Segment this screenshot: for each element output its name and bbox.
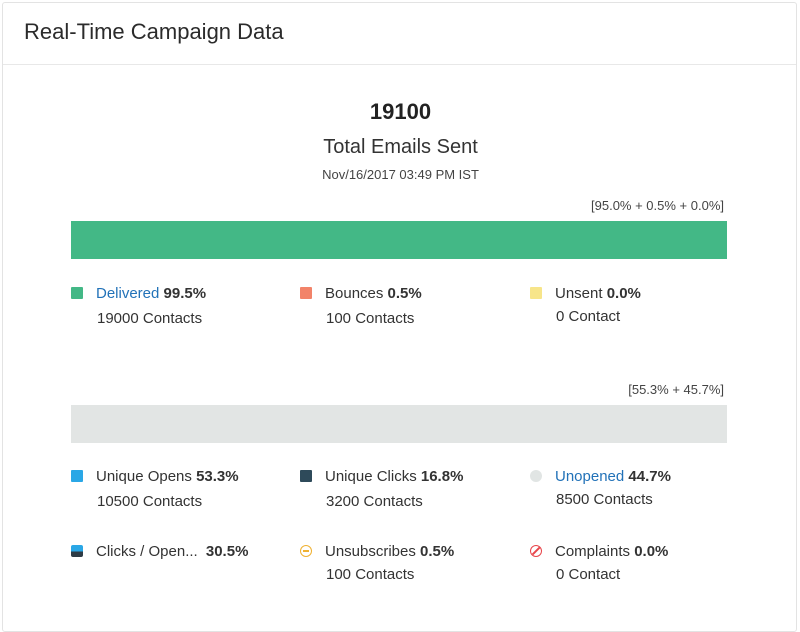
timestamp: Nov/16/2017 03:49 PM IST <box>322 167 479 182</box>
clicks-per-open-label: Clicks / Open... <box>96 543 198 560</box>
unique-opens-label: Unique Opens <box>96 468 192 485</box>
complaints-count: 0 Contact <box>556 566 621 583</box>
delivered-value: 99.5% <box>163 285 207 302</box>
stat-unique-clicks: Unique Clicks 16.8% 3200 Contacts <box>300 467 463 510</box>
stat-unique-opens: Unique Opens 53.3% 10500 Contacts <box>71 467 239 510</box>
delivery-segment-delivered <box>71 221 727 259</box>
unsent-count: 0 Contact <box>556 308 621 325</box>
engagement-segment-unopened <box>71 405 727 443</box>
delivery-bar[interactable] <box>71 221 727 259</box>
unsent-value: 0.0% <box>606 285 641 302</box>
bounces-value: 0.5% <box>387 285 422 302</box>
unique-clicks-label: Unique Clicks <box>325 468 417 485</box>
stat-unsent: Unsent 0.0% 0 Contact <box>530 284 641 325</box>
delivery-ratio-label: [95.0% + 0.5% + 0.0%] <box>591 198 724 213</box>
stat-complaints: Complaints 0.0% 0 Contact <box>530 542 668 583</box>
stat-unsubscribes: Unsubscribes 0.5% 100 Contacts <box>300 542 454 583</box>
stat-unopened: Unopened 44.7% 8500 Contacts <box>530 467 671 508</box>
unique-clicks-value: 16.8% <box>420 468 464 485</box>
card-header: Real-Time Campaign Data <box>3 3 796 65</box>
unique-clicks-count: 3200 Contacts <box>326 493 423 510</box>
unsent-label: Unsent <box>555 285 603 302</box>
bounces-label: Bounces <box>325 285 384 302</box>
engagement-bar[interactable] <box>71 405 727 443</box>
bounces-count: 100 Contacts <box>326 310 415 327</box>
delivered-swatch-icon <box>71 287 83 299</box>
unsubscribes-label: Unsubscribes <box>325 543 416 560</box>
unopened-swatch-icon <box>530 470 542 482</box>
unopened-link[interactable]: Unopened <box>555 468 625 485</box>
stat-clicks-per-open: Clicks / Open... 30.5% <box>71 542 248 562</box>
unique-opens-count: 10500 Contacts <box>97 493 203 510</box>
stat-delivered: Delivered 99.5% 19000 Contacts <box>71 284 206 327</box>
unsubscribes-count: 100 Contacts <box>326 566 415 583</box>
clicks-per-open-value: 30.5% <box>205 543 249 560</box>
unsubscribes-value: 0.5% <box>420 543 455 560</box>
complaint-icon <box>530 545 542 557</box>
clicks-per-open-swatch-icon <box>71 545 83 557</box>
engagement-ratio-label: [55.3% + 45.7%] <box>628 382 724 397</box>
total-emails-label: Total Emails Sent <box>323 136 478 158</box>
unique-clicks-swatch-icon <box>300 470 312 482</box>
complaints-label: Complaints <box>555 543 631 560</box>
total-emails-value: 19100 <box>369 99 432 124</box>
stat-bounces: Bounces 0.5% 100 Contacts <box>300 284 422 327</box>
complaints-value: 0.0% <box>634 543 669 560</box>
unique-opens-swatch-icon <box>71 470 83 482</box>
unopened-value: 44.7% <box>628 468 671 485</box>
unopened-count: 8500 Contacts <box>556 491 653 508</box>
unique-opens-value: 53.3% <box>196 468 239 485</box>
unsubscribe-icon <box>300 545 312 557</box>
unsent-swatch-icon <box>530 287 542 299</box>
bounces-swatch-icon <box>300 287 312 299</box>
delivered-link[interactable]: Delivered <box>96 285 160 302</box>
delivered-count: 19000 Contacts <box>97 310 203 327</box>
card-title: Real-Time Campaign Data <box>24 19 284 44</box>
